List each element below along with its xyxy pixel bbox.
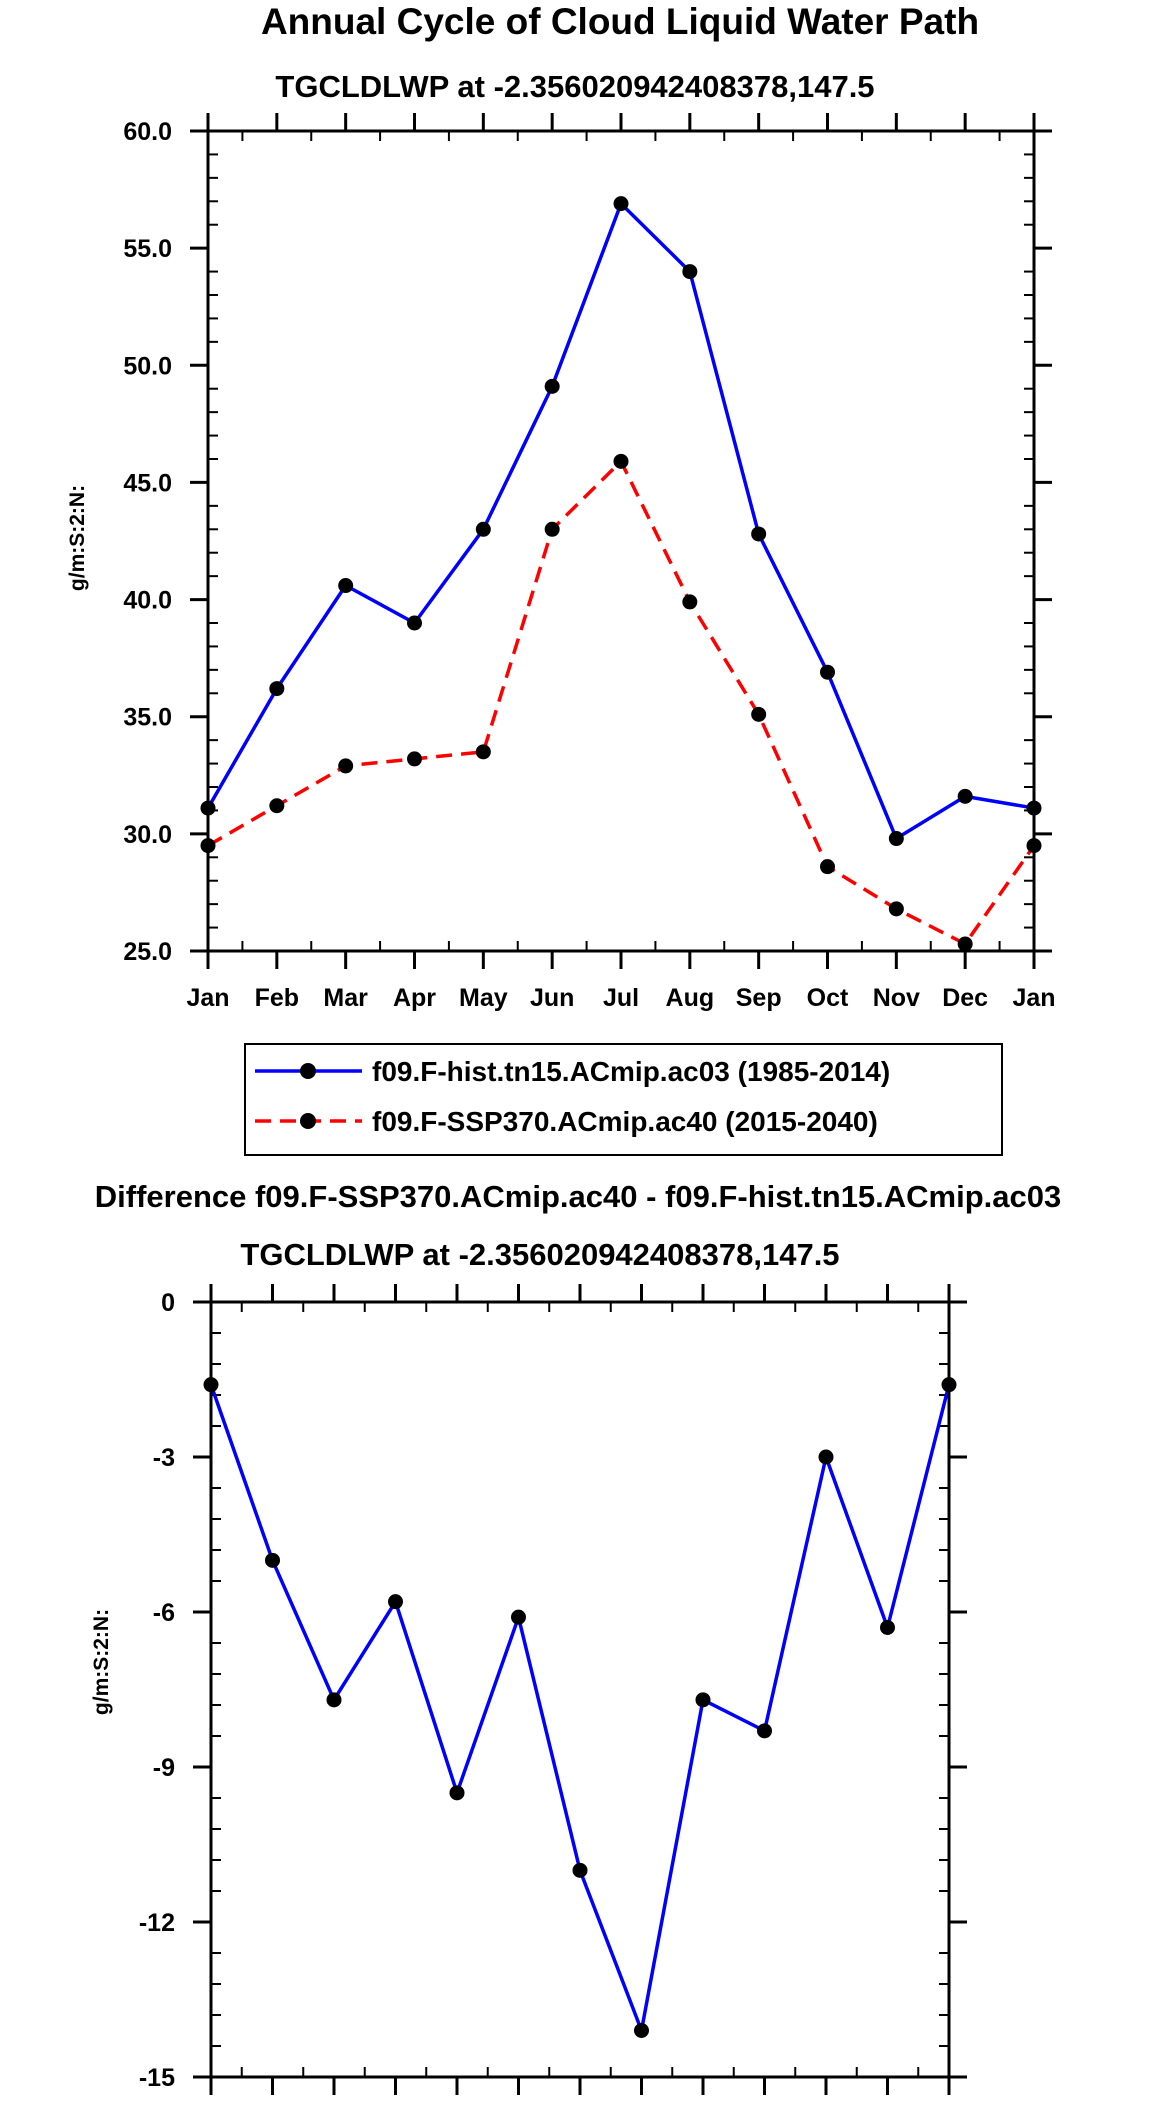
top-y-tick-label: 45.0 xyxy=(123,469,172,497)
bottom-series-0-point xyxy=(449,1785,465,1801)
top-series-0-point xyxy=(338,578,354,594)
top-series-0-point xyxy=(820,664,835,680)
top-series-1-point xyxy=(544,521,560,537)
top-series-line-1 xyxy=(207,459,1036,946)
bottom-series-0-point xyxy=(818,1449,834,1465)
top-chart-title: Annual Cycle of Cloud Liquid Water Path xyxy=(261,1,979,42)
top-y-tick-label: 60.0 xyxy=(123,118,172,146)
legend: f09.F-hist.tn15.ACmip.ac03 (1985-2014) f… xyxy=(244,1043,1003,1156)
top-x-tick-label: Aug xyxy=(666,984,715,1012)
top-x-tick-label: Jan xyxy=(186,984,229,1012)
top-series-0-point xyxy=(613,196,629,212)
top-x-tick-label: Mar xyxy=(323,984,368,1012)
bottom-series-0-point xyxy=(572,1862,588,1878)
bottom-y-tick-label: -3 xyxy=(153,1444,175,1472)
top-y-tick-label: 50.0 xyxy=(123,352,172,380)
top-series-1-point xyxy=(407,751,422,767)
bottom-series-line-0 xyxy=(209,1384,951,2033)
top-series-0-point xyxy=(888,831,904,847)
top-x-tick-label: Jul xyxy=(603,984,639,1012)
bottom-series-0-point xyxy=(388,1594,403,1610)
top-chart-subtitle: TGCLDLWP at -2.356020942408378,147.5 xyxy=(275,69,874,104)
top-series-0-point xyxy=(751,526,767,542)
top-x-tick-label: Jan xyxy=(1012,984,1055,1012)
top-chart-y-axis-label: g/m:S:2:N: xyxy=(66,485,89,591)
legend-box xyxy=(244,1043,1003,1156)
bottom-series-0-point xyxy=(326,1692,342,1708)
legend-marker-hist xyxy=(300,1063,316,1079)
top-y-tick-labels: 25.0 30.0 35.0 40.0 45.0 50.0 55.0 60.0 xyxy=(123,118,172,966)
bottom-series-0-point xyxy=(265,1552,280,1568)
top-series-1-point xyxy=(269,798,285,814)
top-series-1-point xyxy=(613,453,629,469)
top-series-0-point xyxy=(957,788,973,804)
top-x-tick-label: Nov xyxy=(873,984,920,1012)
bottom-major-ticks xyxy=(193,1284,967,2095)
top-series-1-point xyxy=(888,901,904,917)
bottom-series-0-point xyxy=(634,2023,649,2038)
top-x-tick-label: Feb xyxy=(255,984,299,1012)
top-x-tick-label: Sep xyxy=(736,984,782,1012)
top-y-tick-label: 35.0 xyxy=(123,704,172,732)
bottom-chart-title: Difference f09.F-SSP370.ACmip.ac40 - f09… xyxy=(95,1179,1062,1214)
top-plot-frame xyxy=(206,129,1036,953)
legend-marker-ssp xyxy=(300,1113,316,1129)
bottom-series-0-point xyxy=(695,1692,711,1708)
top-series-1-point xyxy=(957,936,973,952)
top-x-tick-label: Jun xyxy=(530,984,574,1012)
top-series-0-point xyxy=(475,521,491,537)
top-x-tick-label: Apr xyxy=(393,984,436,1012)
bottom-y-tick-label: 0 xyxy=(161,1289,175,1317)
top-minor-ticks xyxy=(208,131,1034,951)
top-x-tick-label: Oct xyxy=(807,984,849,1012)
top-y-tick-label: 25.0 xyxy=(123,938,172,966)
top-major-ticks xyxy=(190,113,1052,969)
top-chart: Annual Cycle of Cloud Liquid Water Path … xyxy=(66,1,1056,1012)
top-series-0-point xyxy=(544,378,560,394)
top-series-0-point xyxy=(269,681,285,697)
top-series-line-0 xyxy=(206,201,1035,841)
bottom-y-tick-label: -15 xyxy=(139,2064,175,2092)
bottom-plot-frame xyxy=(209,1300,951,2079)
top-x-tick-labels: Jan Feb Mar Apr May Jun Jul Aug Sep Oct Nov Dec Jan xyxy=(186,984,1055,1012)
bottom-chart-y-axis-label: g/m:S:2:N: xyxy=(90,1609,113,1715)
bottom-y-tick-labels: -15 -12 -9 -6 -3 0 xyxy=(139,1289,175,2092)
top-series-1-point xyxy=(682,594,698,610)
bottom-chart-subtitle: TGCLDLWP at -2.356020942408378,147.5 xyxy=(240,1237,839,1272)
top-y-tick-label: 55.0 xyxy=(123,235,172,263)
bottom-series-0-point xyxy=(880,1620,895,1635)
bottom-series-layer xyxy=(203,1377,957,2038)
bottom-chart: Difference f09.F-SSP370.ACmip.ac40 - f09… xyxy=(90,1179,1062,2095)
bottom-series-0-point xyxy=(511,1609,526,1625)
bottom-y-tick-label: -9 xyxy=(153,1754,175,1782)
top-y-tick-label: 30.0 xyxy=(123,821,172,849)
top-series-1-point xyxy=(475,744,491,760)
top-y-tick-label: 40.0 xyxy=(123,587,172,615)
top-series-0-point xyxy=(407,615,422,631)
top-series-layer xyxy=(200,196,1042,952)
top-x-tick-label: Dec xyxy=(942,984,988,1012)
bottom-y-tick-label: -6 xyxy=(153,1599,175,1627)
top-series-1-point xyxy=(338,758,354,774)
bottom-y-tick-label: -12 xyxy=(139,1909,175,1937)
top-series-0-point xyxy=(682,264,698,280)
bottom-series-0-point xyxy=(757,1723,772,1739)
top-series-1-point xyxy=(751,706,767,722)
legend-label-ssp: f09.F-SSP370.ACmip.ac40 (2015-2040) xyxy=(372,1106,878,1137)
top-x-tick-label: May xyxy=(459,984,508,1012)
legend-label-hist: f09.F-hist.tn15.ACmip.ac03 (1985-2014) xyxy=(372,1056,890,1087)
top-series-1-point xyxy=(820,859,835,875)
bottom-minor-ticks xyxy=(211,1302,949,2077)
